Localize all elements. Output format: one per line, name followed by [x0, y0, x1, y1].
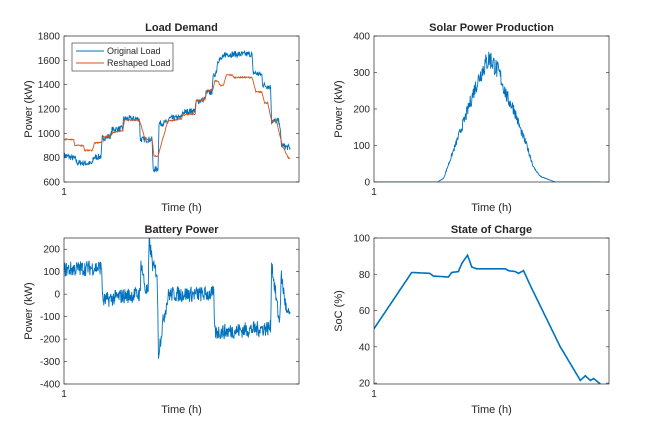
y-axis-label: Power (kW): [23, 282, 35, 339]
chart-title: Load Demand: [145, 22, 218, 34]
subplot-battery-power: -400 -300 -200 -100 0 100 200 1 Battery Power Tim…: [23, 224, 300, 416]
y-tick-label: 200: [353, 105, 370, 116]
x-tick-label: 1: [61, 389, 67, 400]
legend-entry: Reshaped Load: [107, 58, 171, 68]
series-line-battery: [64, 238, 291, 359]
x-tick-label: 1: [371, 389, 377, 400]
plot-area: [64, 238, 299, 384]
y-tick-label: 100: [353, 234, 370, 245]
y-tick-label: -300: [40, 357, 60, 368]
y-tick-label: 1000: [38, 129, 61, 140]
axes-box: [373, 237, 610, 385]
y-axis-label: Power (kW): [333, 80, 345, 137]
y-axis-label: SoC (%): [333, 290, 345, 332]
x-axis-label: Time (h): [471, 404, 512, 416]
x-axis-label: Time (h): [471, 202, 512, 214]
y-tick-label: 20: [359, 379, 371, 390]
y-tick-label: 80: [359, 270, 371, 281]
y-tick-label: -200: [40, 335, 60, 346]
series-line-solar: [374, 51, 601, 182]
chart-title: Battery Power: [145, 224, 220, 236]
y-tick-label: -100: [40, 312, 60, 323]
legend: Original Load Reshaped Load: [71, 42, 174, 72]
subplot-solar-power-production: 0 100 200 300 400 1 Solar Power Production Time…: [333, 22, 610, 214]
y-tick-label: 0: [54, 290, 60, 301]
legend-entry: Original Load: [107, 46, 161, 56]
y-tick-label: -400: [40, 380, 60, 391]
subplot-state-of-charge: 20 40 60 80 100 1 State of Charge Time (h) SoC (…: [333, 224, 610, 416]
y-tick-label: 1200: [38, 105, 61, 116]
series-line-reshaped-load: [64, 73, 291, 160]
y-axis-label: Power (kW): [23, 80, 35, 137]
axes-box: [373, 35, 610, 183]
y-tick-label: 1400: [38, 80, 61, 91]
y-tick-label: 600: [43, 178, 60, 189]
y-tick-label: 400: [353, 32, 370, 43]
y-tick-label: 100: [43, 267, 60, 278]
y-tick-label: 800: [43, 153, 60, 164]
y-tick-label: 300: [353, 68, 370, 79]
y-tick-label: 60: [359, 306, 371, 317]
subplot-load-demand: 600 800 1000 1200 1400 1600 1800 1 Load Demand Ti…: [23, 22, 300, 214]
y-tick-label: 200: [43, 245, 60, 256]
x-axis-label: Time (h): [161, 202, 202, 214]
y-tick-label: 100: [353, 141, 370, 152]
axes-box: [63, 35, 300, 183]
chart-title: Solar Power Production: [429, 22, 554, 34]
x-tick-label: 1: [371, 187, 377, 198]
y-tick-label: 1600: [38, 56, 61, 67]
legend-box: [71, 42, 174, 72]
y-tick-label: 0: [364, 178, 370, 189]
axes-box: [63, 237, 300, 385]
x-axis-label: Time (h): [161, 404, 202, 416]
series-line-soc: [374, 253, 601, 384]
chart-title: State of Charge: [451, 224, 532, 236]
y-tick-label: 1800: [38, 32, 61, 43]
y-tick-label: 40: [359, 342, 371, 353]
x-tick-label: 1: [61, 187, 67, 198]
plot-area: [374, 238, 609, 384]
